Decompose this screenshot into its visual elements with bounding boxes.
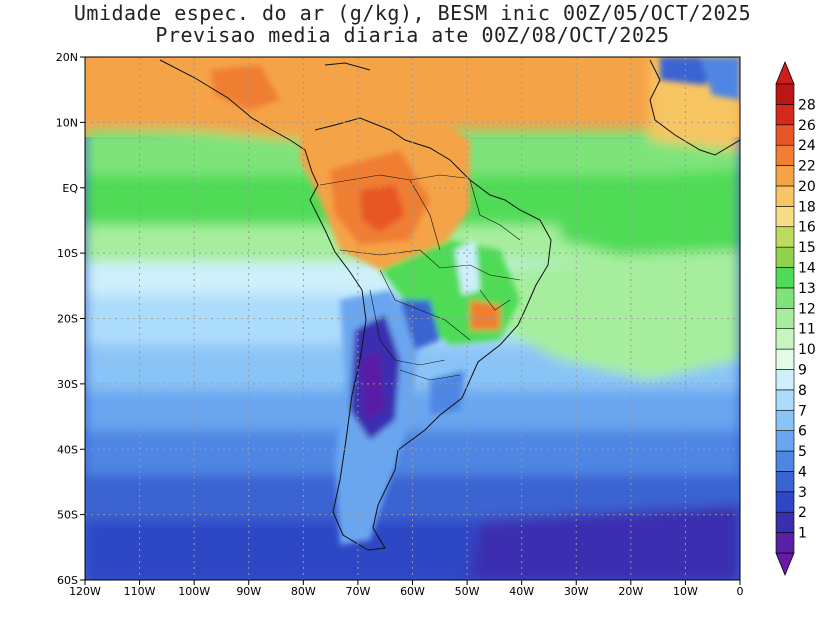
lon-tick-label: 70W <box>345 585 370 598</box>
colorbar-swatch <box>775 185 795 207</box>
colorbar-level-label: 13 <box>798 281 816 297</box>
lat-tick-label: 30S <box>57 378 78 391</box>
lon-tick-label: 80W <box>291 585 316 598</box>
colorbar-level-label: 24 <box>798 138 816 154</box>
colorbar-top-arrow <box>775 60 795 85</box>
lat-tick-label: 60S <box>57 574 78 587</box>
colorbar-level-label: 22 <box>798 159 816 175</box>
colorbar-swatch <box>775 165 795 187</box>
lat-axis: 20N 10N EQ 10S 20S 30S 40S 50S 60S <box>56 51 85 587</box>
colorbar-level-label: 14 <box>798 261 816 277</box>
borders <box>319 174 521 381</box>
colorbar-swatch <box>775 348 795 370</box>
title-line-1: Umidade espec. do ar (g/kg), BESM inic 0… <box>73 1 752 25</box>
colorbar-level-label: 11 <box>798 322 816 338</box>
colorbar-swatch <box>775 430 795 452</box>
lat-tick-label: 40S <box>57 443 78 456</box>
colorbar-level-label: 6 <box>798 424 807 440</box>
colorbar-level-label: 7 <box>798 403 807 419</box>
lon-tick-label: 100W <box>178 585 210 598</box>
lon-axis: 120W 110W 100W 90W 80W 70W 60W 50W 40W 30W 20W 10W 0 <box>69 580 744 598</box>
colorbar-level-label: 16 <box>798 220 816 236</box>
lat-tick-label: 10N <box>56 116 78 129</box>
colorbar-swatch <box>775 308 795 329</box>
colorbar-level-label: 4 <box>798 464 807 480</box>
colorbar-level-label: 3 <box>798 485 807 501</box>
map-title: Umidade espec. do ar (g/kg), BESM inic 0… <box>0 2 825 46</box>
colorbar-level-label: 5 <box>798 444 807 460</box>
coastlines <box>159 59 740 551</box>
graticule <box>85 57 740 580</box>
colorbar-swatch <box>775 471 795 493</box>
colorbar-swatch <box>775 450 795 472</box>
title-line-2: Previsao media diaria ate 00Z/08/OCT/202… <box>155 23 670 47</box>
lon-tick-label: 90W <box>236 585 261 598</box>
colorbar-swatch <box>775 409 795 431</box>
colorbar-swatch <box>775 511 795 533</box>
colorbar-level-label: 9 <box>798 362 807 378</box>
colorbar-level-label: 20 <box>798 179 816 195</box>
colorbar-level-label: 15 <box>798 240 816 256</box>
colorbar-swatch <box>775 267 795 289</box>
colorbar-swatch <box>775 104 795 126</box>
colorbar-swatch <box>775 369 795 391</box>
colorbar-level-label: 26 <box>798 118 816 134</box>
lat-tick-label: 50S <box>57 509 78 522</box>
colorbar-swatch <box>775 389 795 411</box>
colorbar-level-label: 1 <box>798 526 807 542</box>
lon-tick-label: 60W <box>400 585 425 598</box>
lat-tick-label: 20S <box>57 313 78 326</box>
colorbar-level-label: 10 <box>798 342 816 358</box>
lat-tick-label: 20N <box>56 51 78 64</box>
lon-tick-label: 30W <box>564 585 589 598</box>
colorbar-level-label: 8 <box>798 383 807 399</box>
lon-tick-label: 110W <box>124 585 156 598</box>
colorbar-swatch <box>775 287 795 309</box>
colorbar-swatch <box>775 246 795 268</box>
colorbar-swatch <box>775 124 795 146</box>
lon-tick-label: 50W <box>455 585 480 598</box>
colorbar-level-label: 18 <box>798 199 816 215</box>
colorbar-swatch <box>775 491 795 513</box>
colorbar-level-label: 2 <box>798 505 807 521</box>
colorbar-bottom-arrow <box>775 552 795 577</box>
lat-tick-label: EQ <box>62 182 78 195</box>
lon-tick-label: 40W <box>509 585 534 598</box>
lon-tick-label: 10W <box>673 585 698 598</box>
lon-tick-label: 0 <box>737 585 744 598</box>
colorbar-level-label: 28 <box>798 97 816 113</box>
lat-tick-label: 10S <box>57 247 78 260</box>
lon-tick-label: 120W <box>69 585 101 598</box>
colorbar-swatch <box>775 144 795 166</box>
colorbar-swatch <box>775 328 795 350</box>
colorbar-swatch <box>775 83 795 105</box>
colorbar-swatch <box>775 226 795 248</box>
colorbar-swatch <box>775 206 795 228</box>
colorbar-swatch <box>775 532 795 554</box>
lon-tick-label: 20W <box>618 585 643 598</box>
colorbar-level-label: 12 <box>798 301 816 317</box>
